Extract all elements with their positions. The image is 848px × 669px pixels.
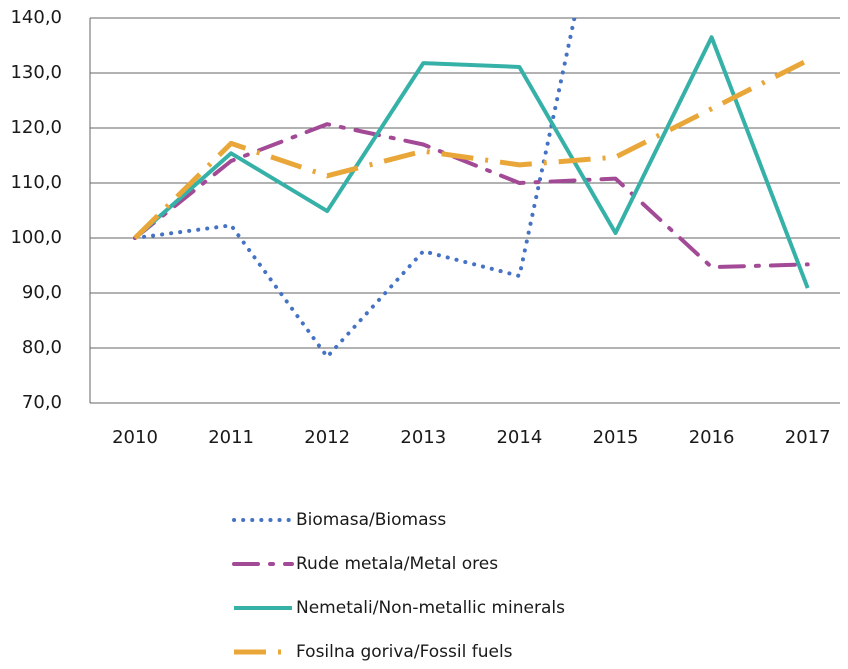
y-tick-label: 100,0 — [10, 227, 62, 248]
y-tick-label: 120,0 — [10, 117, 62, 138]
x-tick-label: 2013 — [400, 427, 446, 448]
x-tick-label: 2010 — [112, 427, 158, 448]
y-tick-label: 140,0 — [10, 7, 62, 28]
y-tick-label: 110,0 — [10, 172, 62, 193]
data-line — [133, 58, 809, 240]
x-tick-label: 2016 — [689, 427, 735, 448]
legend-label: Nemetali/Non-metallic minerals — [296, 598, 565, 618]
legend-label: Rude metala/Metal ores — [296, 554, 498, 574]
plot-area — [133, 18, 810, 359]
y-tick-label: 70,0 — [22, 392, 62, 413]
y-tick-label: 130,0 — [10, 62, 62, 83]
y-tick-label: 80,0 — [22, 337, 62, 358]
labels: 70,0 80,0 90,0 100,0 110,0 120,0 130,0 140,0 201… — [10, 7, 830, 662]
x-tick-label: 2015 — [593, 427, 639, 448]
x-tick-label: 2017 — [785, 427, 831, 448]
y-tick-label: 90,0 — [22, 282, 62, 303]
x-tick-label: 2012 — [304, 427, 350, 448]
data-line — [133, 18, 577, 359]
legend-label: Fosilna goriva/Fossil fuels — [296, 642, 513, 662]
legend-label: Biomasa/Biomass — [296, 510, 446, 530]
x-tick-label: 2014 — [496, 427, 542, 448]
grid — [89, 17, 840, 404]
data-line — [133, 122, 810, 270]
x-tick-label: 2011 — [208, 427, 254, 448]
data-line — [133, 35, 810, 289]
